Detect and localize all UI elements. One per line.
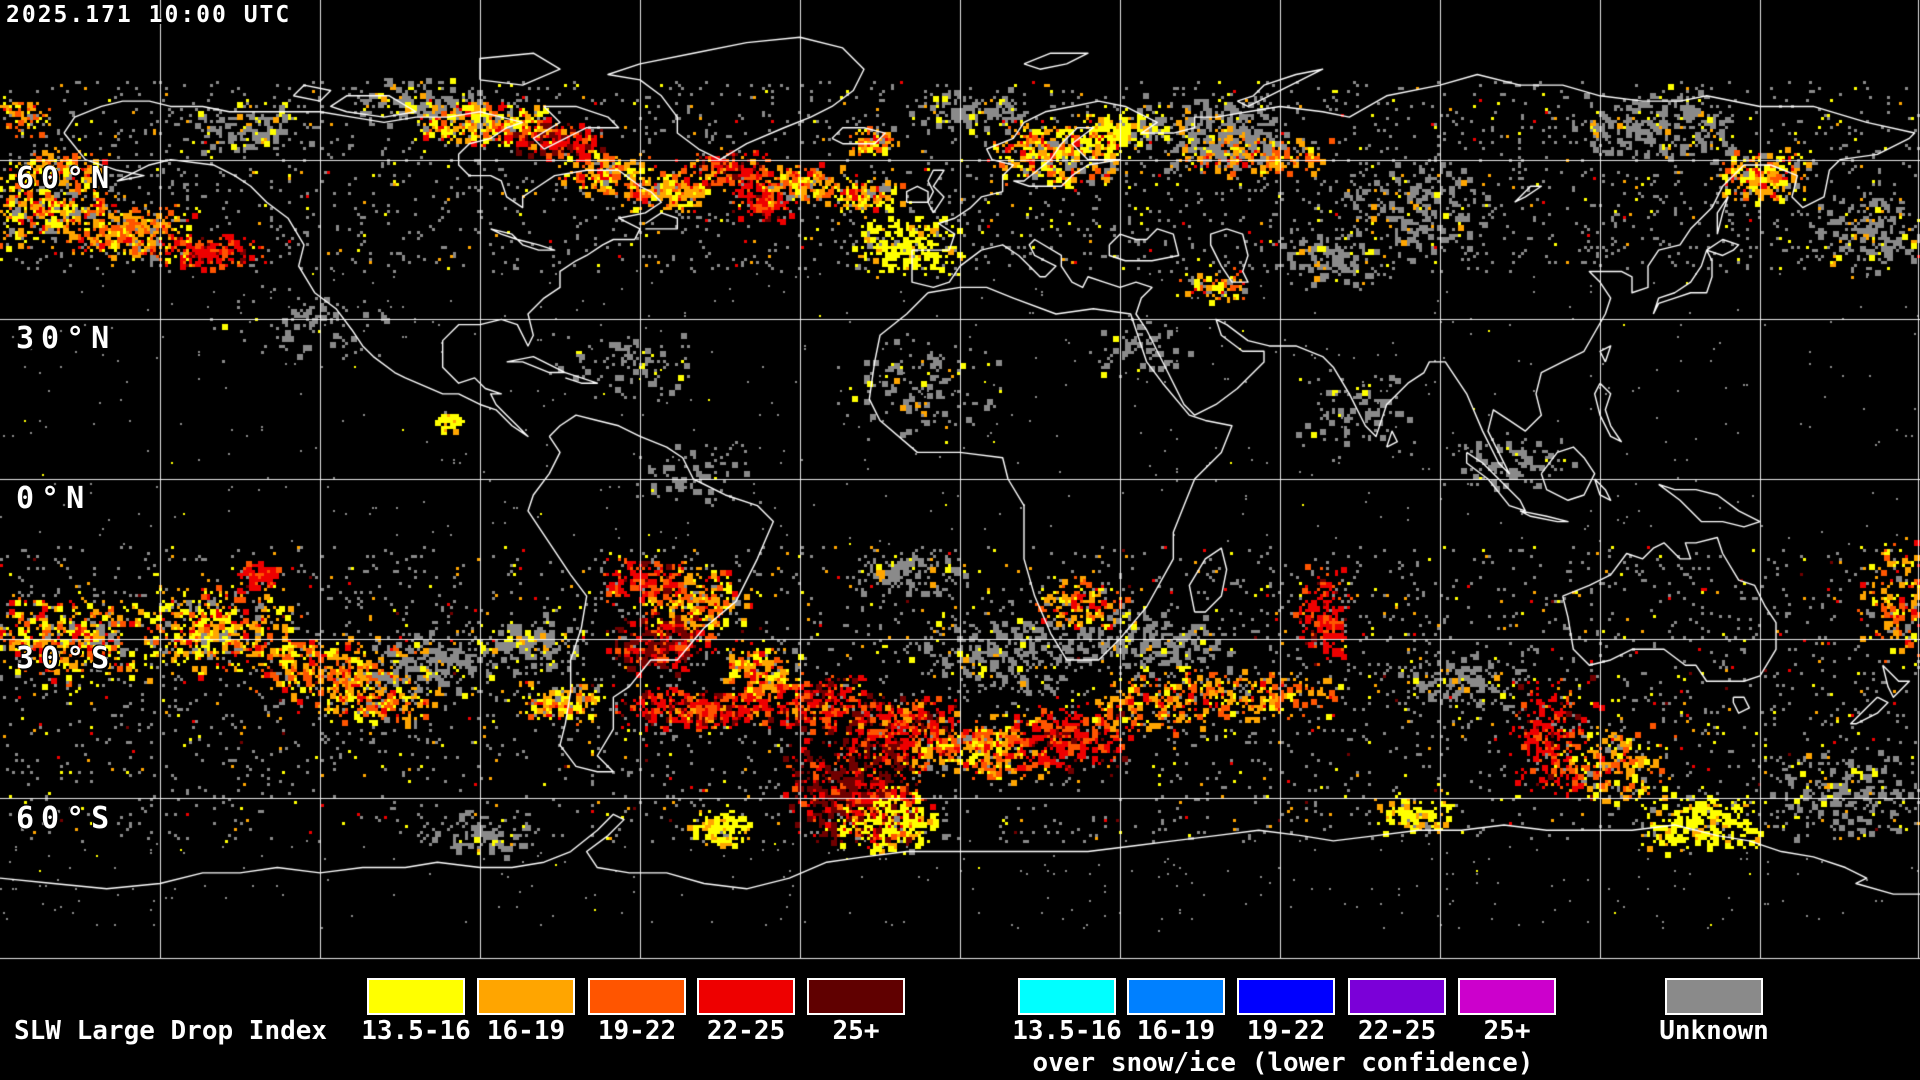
- legend-subtitle-snowice: over snow/ice (lower confidence): [1032, 1048, 1534, 1078]
- legend-label-unknown: Unknown: [1659, 1016, 1769, 1046]
- legend-swatch-slw-16-19: [477, 978, 575, 1015]
- lat-label-30s: 30°S: [16, 641, 117, 676]
- legend-swatch-snowice-25plus: [1458, 978, 1556, 1015]
- lat-label-60n: 60°N: [16, 161, 117, 196]
- lat-label-30n: 30°N: [16, 321, 117, 356]
- legend-label-slw-19-22: 19-22: [597, 1016, 677, 1046]
- legend-swatch-snowice-16-19: [1127, 978, 1225, 1015]
- timestamp: 2025.171 10:00 UTC: [6, 2, 292, 28]
- legend-label-slw-13.5-16: 13.5-16: [361, 1016, 471, 1046]
- lat-label-0n: 0°N: [16, 481, 92, 516]
- legend-label-slw-22-25: 22-25: [706, 1016, 786, 1046]
- world-map-canvas: [0, 0, 1920, 960]
- legend-label-snowice-25plus: 25+: [1483, 1016, 1531, 1046]
- legend-label-snowice-13.5-16: 13.5-16: [1012, 1016, 1122, 1046]
- legend-swatch-snowice-13.5-16: [1018, 978, 1116, 1015]
- legend-swatch-snowice-22-25: [1348, 978, 1446, 1015]
- lat-label-60s: 60°S: [16, 801, 117, 836]
- legend-swatch-slw-19-22: [588, 978, 686, 1015]
- legend-swatch-slw-22-25: [697, 978, 795, 1015]
- legend-swatch-snowice-19-22: [1237, 978, 1335, 1015]
- legend-label-snowice-19-22: 19-22: [1246, 1016, 1326, 1046]
- legend-swatch-slw-13.5-16: [367, 978, 465, 1015]
- legend-label-slw-16-19: 16-19: [486, 1016, 566, 1046]
- legend-swatch-unknown: [1665, 978, 1763, 1015]
- legend-title: SLW Large Drop Index: [14, 1016, 328, 1046]
- legend-swatch-slw-25plus: [807, 978, 905, 1015]
- legend-label-snowice-22-25: 22-25: [1357, 1016, 1437, 1046]
- legend-label-slw-25plus: 25+: [832, 1016, 880, 1046]
- legend-label-snowice-16-19: 16-19: [1136, 1016, 1216, 1046]
